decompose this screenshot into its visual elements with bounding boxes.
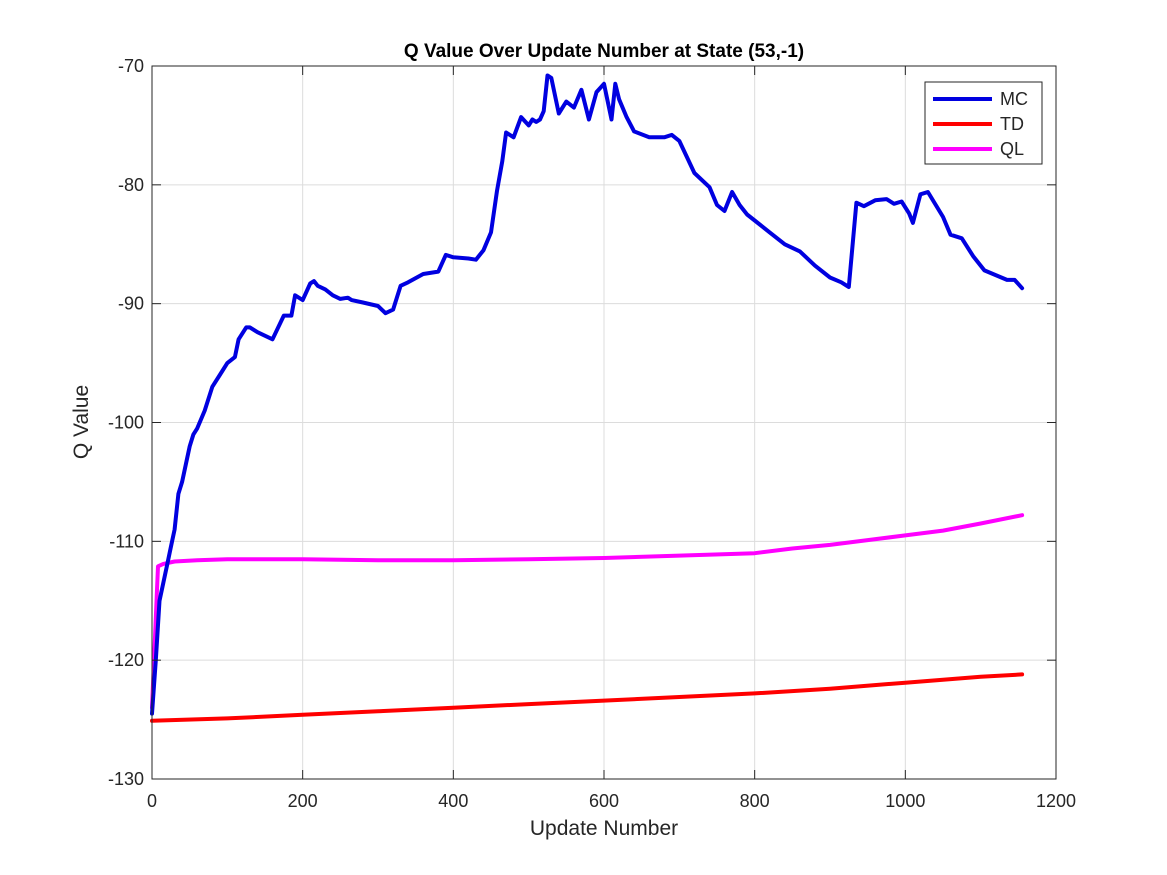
axis-ticks: 0 200 400 600 800 1000 1200 -130 -120 -110 -100 -90…: [108, 56, 1076, 811]
legend: MC TD QL: [924, 81, 1043, 165]
y-tick-label: -100: [108, 413, 144, 433]
series-line-mc: [150, 73, 1025, 716]
legend-label-mc: MC: [1000, 89, 1028, 109]
legend-label-ql: QL: [1000, 139, 1024, 159]
x-tick-label: 800: [740, 791, 770, 811]
x-axis-label: Update Number: [530, 817, 678, 840]
y-tick-label: -80: [118, 175, 144, 195]
x-tick-label: 1000: [885, 791, 925, 811]
x-tick-label: 1200: [1036, 791, 1076, 811]
y-tick-label: -130: [108, 769, 144, 789]
series-line-td: [150, 672, 1025, 723]
x-tick-label: 200: [288, 791, 318, 811]
x-tick-label: 0: [147, 791, 157, 811]
chart-title: Q Value Over Update Number at State (53,…: [404, 41, 804, 62]
y-tick-label: -70: [118, 56, 144, 76]
y-tick-label: -90: [118, 294, 144, 314]
x-tick-label: 600: [589, 791, 619, 811]
y-tick-label: -110: [109, 531, 144, 551]
series-lines: [150, 73, 1025, 723]
x-tick-label: 400: [438, 791, 468, 811]
y-tick-label: -120: [108, 650, 144, 670]
series-line-ql: [150, 513, 1025, 710]
legend-label-td: TD: [1000, 114, 1024, 134]
y-axis-label: Q Value: [70, 385, 93, 459]
